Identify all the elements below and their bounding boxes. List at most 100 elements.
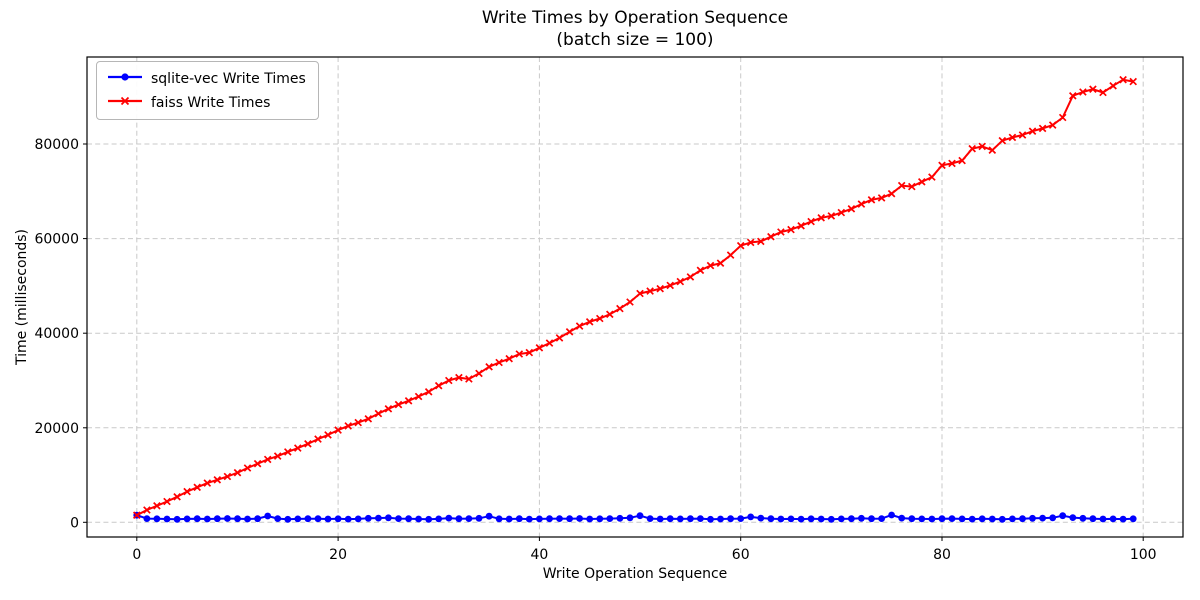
data-point-circle [1129, 515, 1137, 523]
x-tick-label: 20 [329, 547, 347, 563]
data-point-circle [646, 515, 654, 522]
data-point-circle [475, 514, 483, 522]
data-point-circle [405, 515, 412, 523]
data-point-circle [948, 515, 956, 522]
data-point-circle [354, 515, 362, 523]
y-tick-label: 0 [70, 515, 79, 531]
data-point-circle [586, 515, 594, 523]
data-point-circle [375, 514, 382, 522]
data-point-circle [525, 515, 533, 523]
data-point-circle [344, 515, 352, 523]
data-point-circle [566, 515, 573, 523]
data-point-circle [687, 515, 694, 523]
data-point-circle [395, 515, 402, 522]
x-tick-label: 80 [933, 547, 951, 563]
data-point-circle [254, 515, 261, 523]
data-point-circle [928, 515, 936, 523]
data-point-circle [807, 515, 815, 523]
data-point-circle [244, 515, 251, 523]
data-point-circle [626, 514, 634, 522]
data-point-circle [546, 515, 553, 523]
data-point-circle [1009, 515, 1016, 523]
data-point-circle [1039, 514, 1046, 522]
legend-row-sqlite-vec: sqlite-vec Write Times [107, 69, 306, 88]
series-line [136, 514, 1134, 521]
data-point-circle [938, 515, 946, 523]
data-point-circle [1109, 515, 1117, 523]
data-point-circle [334, 515, 342, 523]
data-point-circle [596, 515, 604, 523]
data-point-circle [173, 515, 181, 523]
data-point-circle [1079, 514, 1087, 522]
data-point-circle [294, 515, 302, 523]
data-point-circle [284, 515, 292, 523]
data-point-circle [707, 515, 714, 523]
data-point-circle [143, 515, 151, 522]
data-point-circle [988, 515, 996, 523]
legend-line-x-icon [107, 93, 143, 112]
data-point-circle [193, 515, 201, 523]
data-point-circle [505, 515, 513, 523]
data-point-circle [264, 512, 272, 520]
chart-title-line1: Write Times by Operation Sequence [481, 8, 789, 28]
data-point-circle [747, 513, 755, 521]
data-point-circle [324, 515, 332, 523]
data-point-circle [425, 515, 433, 523]
plot-spines [86, 56, 1184, 538]
data-point-circle [868, 515, 875, 523]
x-tick-label: 60 [732, 547, 750, 563]
data-point-circle [837, 515, 845, 523]
legend: sqlite-vec Write Times faiss Write Times [96, 61, 319, 120]
data-point-circle [908, 515, 916, 523]
data-point-circle [536, 515, 543, 523]
chart-title-line2: (batch size = 100) [556, 30, 714, 50]
data-point-circle [1059, 512, 1067, 520]
data-point-circle [848, 515, 855, 523]
data-point-circle [898, 514, 906, 522]
data-point-circle [183, 515, 191, 523]
data-point-circle [1099, 515, 1107, 523]
data-point-circle [697, 515, 704, 522]
data-point-circle [556, 515, 563, 522]
y-tick-label: 60000 [34, 232, 79, 248]
data-point-circle [455, 515, 463, 523]
data-point-circle [213, 515, 221, 523]
data-point-circle [203, 515, 211, 523]
data-point-circle [787, 515, 795, 523]
data-point-circle [676, 515, 684, 523]
data-point-circle [385, 514, 392, 522]
data-point-circle [364, 514, 372, 522]
data-point-circle [878, 515, 885, 522]
data-point-circle [304, 515, 312, 523]
data-point-circle [495, 515, 503, 523]
data-point-circle [918, 515, 926, 523]
data-point-circle [888, 511, 895, 519]
data-point-circle [636, 512, 644, 520]
data-point-circle [1119, 515, 1127, 523]
data-point-circle [827, 515, 835, 523]
data-point-circle [727, 515, 734, 523]
data-point-circle [656, 515, 664, 523]
chart-title: Write Times by Operation Sequence (batch… [87, 7, 1183, 51]
data-point-circle [998, 515, 1006, 523]
legend-row-faiss: faiss Write Times [107, 93, 306, 112]
data-point-circle [435, 515, 443, 523]
data-point-circle [224, 515, 231, 522]
data-point-circle [737, 515, 745, 522]
y-tick-label: 20000 [34, 421, 79, 437]
data-point-circle [234, 515, 241, 523]
data-point-circle [978, 515, 986, 523]
data-point-circle [757, 514, 765, 522]
data-point-circle [314, 515, 322, 523]
data-point-circle [445, 514, 453, 522]
data-point-circle [797, 515, 805, 523]
data-point-circle [415, 515, 422, 523]
y-tick-label: 40000 [34, 326, 79, 342]
data-point-circle [576, 515, 583, 522]
data-point-circle [1069, 514, 1077, 521]
legend-label-faiss: faiss Write Times [151, 94, 271, 111]
data-point-circle [968, 515, 976, 523]
x-axis-label: Write Operation Sequence [542, 566, 728, 582]
y-tick-label: 80000 [34, 137, 79, 153]
